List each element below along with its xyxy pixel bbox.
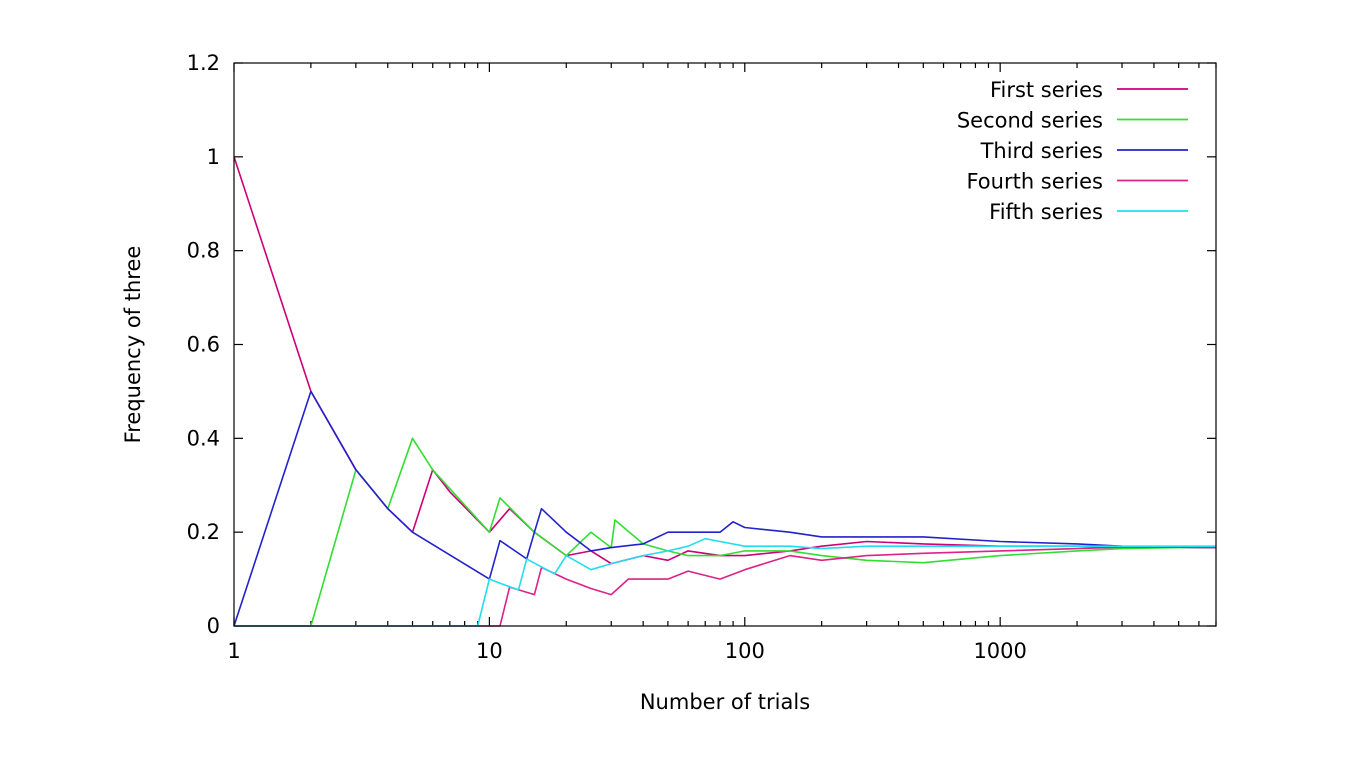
legend-label: Fifth series <box>989 200 1103 224</box>
series-line-5 <box>234 537 1216 627</box>
y-tick-label: 0.4 <box>187 426 220 450</box>
legend-label: Fourth series <box>966 170 1103 194</box>
y-tick-label: 0.8 <box>187 239 220 263</box>
y-tick-label: 1 <box>207 145 220 169</box>
series-lines <box>233 156 1217 627</box>
y-tick-label: 1.2 <box>187 51 220 75</box>
legend-label: Second series <box>957 109 1103 133</box>
legend: First series Second series Third series Fou… <box>957 78 1188 224</box>
series-line-2 <box>234 437 1216 627</box>
x-tick-label: 1000 <box>973 639 1026 663</box>
y-tick-label: 0.2 <box>187 520 220 544</box>
series-line-4 <box>234 546 1217 627</box>
x-tick-label: 100 <box>725 639 765 663</box>
legend-label: Third series <box>980 139 1103 163</box>
x-tick-label: 10 <box>476 639 503 663</box>
series-line-3 <box>233 390 1217 627</box>
y-tick-label: 0.6 <box>187 333 220 357</box>
axis-ticks: 0 0.2 0.4 0.6 0.8 1 1.2 1 10 100 1000 <box>187 51 1217 663</box>
x-tick-label: 1 <box>227 639 240 663</box>
y-axis-label: Frequency of three <box>121 246 145 444</box>
y-tick-label: 0 <box>207 614 220 638</box>
legend-label: First series <box>990 78 1103 102</box>
x-axis-label: Number of trials <box>640 690 810 714</box>
plot-frame <box>233 62 1217 627</box>
